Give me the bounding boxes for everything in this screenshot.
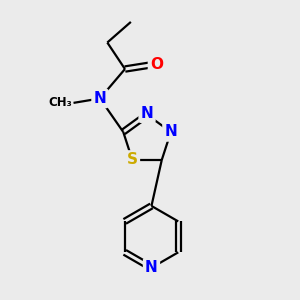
Text: S: S	[127, 152, 138, 167]
Text: N: N	[141, 106, 153, 121]
Text: N: N	[164, 124, 177, 140]
Text: N: N	[94, 91, 106, 106]
Text: CH₃: CH₃	[48, 96, 72, 110]
Text: N: N	[145, 260, 158, 275]
Text: O: O	[150, 57, 163, 72]
